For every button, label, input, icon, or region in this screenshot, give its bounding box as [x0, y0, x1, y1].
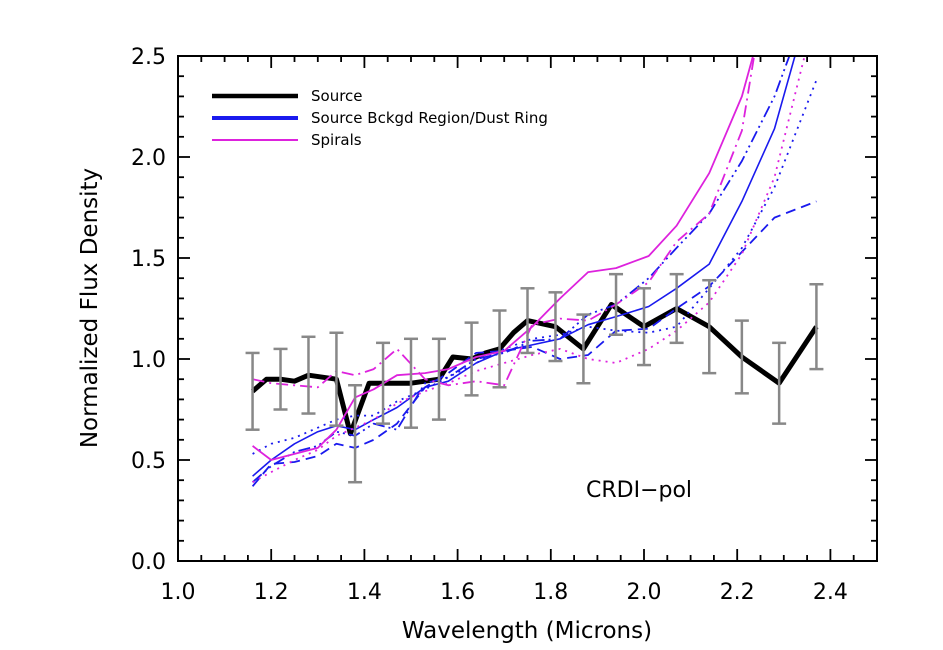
error-bar [348, 384, 363, 484]
series-line-2 [251, 200, 817, 487]
error-bar [548, 291, 563, 363]
y-tick-label: 2.0 [131, 146, 166, 171]
error-bar [404, 337, 418, 429]
y-tick-label: 1.0 [131, 348, 166, 373]
legend-label-source: Source [311, 87, 363, 105]
legend-label-spirals: Spirals [311, 131, 362, 149]
error-bar [329, 331, 344, 427]
error-bar [669, 272, 684, 345]
x-tick-label: 1.0 [161, 580, 196, 605]
series-line-0 [250, 302, 819, 437]
x-tick-label: 1.8 [533, 580, 568, 605]
error-bar [245, 351, 260, 431]
error-bar [772, 341, 787, 425]
x-tick-label: 1.2 [254, 580, 289, 605]
y-tick-label: 1.5 [131, 247, 166, 272]
error-bar [301, 335, 316, 415]
x-axis-label: Wavelength (Microns) [402, 618, 652, 644]
legend: Source Source Bckgd Region/Dust Ring Spi… [212, 87, 548, 149]
annotation-label: CRDI−pol [586, 478, 692, 503]
axis-ticks [177, 55, 878, 562]
x-tick-label: 2.2 [720, 580, 755, 605]
series-layer [250, 56, 819, 487]
errorbar-layer [245, 272, 824, 484]
y-tick-label: 0.0 [131, 550, 166, 575]
x-tick-label: 2.0 [627, 580, 662, 605]
error-bar [637, 287, 651, 367]
series-line-5 [252, 56, 754, 461]
error-bar [734, 319, 749, 395]
error-bar [376, 341, 391, 425]
error-bar [492, 309, 507, 389]
x-tick-label: 2.4 [813, 580, 848, 605]
series-line-7 [252, 56, 756, 389]
error-bar [809, 283, 824, 371]
error-bar [702, 278, 717, 375]
legend-label-background: Source Bckgd Region/Dust Ring [311, 109, 548, 127]
y-tick-label: 2.5 [131, 45, 166, 70]
x-tick-labels: 1.0 1.2 1.4 1.6 1.8 2.0 2.2 2.4 [161, 580, 848, 605]
series-line-6 [252, 56, 806, 483]
error-bar [431, 337, 446, 421]
x-tick-label: 1.6 [440, 580, 475, 605]
y-axis-label: Normalized Flux Density [77, 168, 103, 448]
x-tick-label: 1.4 [347, 580, 382, 605]
error-bar [273, 347, 288, 411]
y-tick-labels: 0.0 0.5 1.0 1.5 2.0 2.5 [131, 45, 166, 575]
error-bar [609, 272, 624, 337]
y-tick-label: 0.5 [131, 449, 166, 474]
error-bar [576, 313, 591, 385]
error-bar [520, 287, 535, 355]
error-bar [464, 321, 479, 397]
